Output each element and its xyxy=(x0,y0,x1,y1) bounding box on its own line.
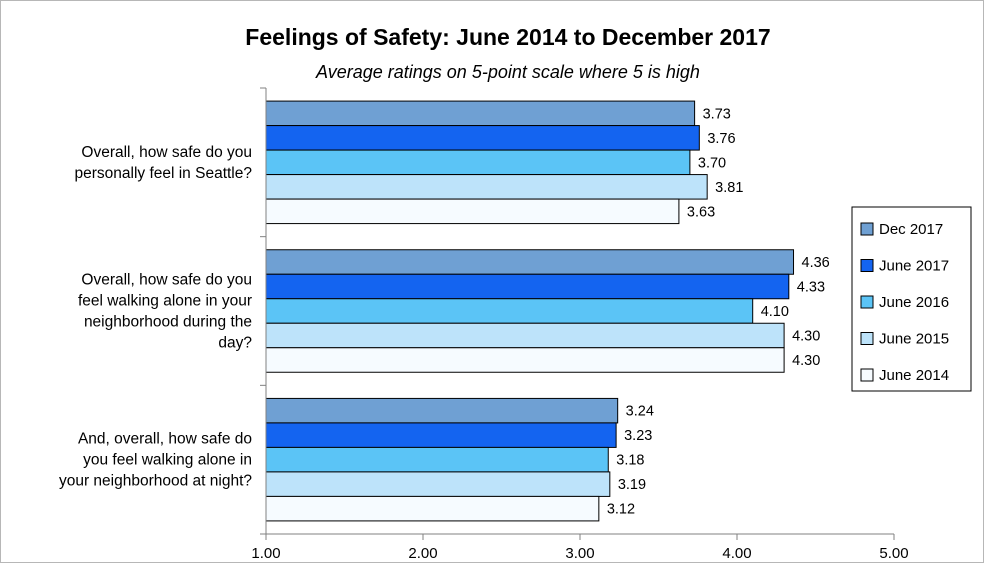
legend-label: June 2016 xyxy=(879,294,949,311)
bar xyxy=(265,174,708,200)
bar xyxy=(265,495,600,522)
data-label: 3.81 xyxy=(715,180,743,196)
x-tick-label: 4.00 xyxy=(722,545,751,562)
bar xyxy=(265,149,691,176)
legend-swatch xyxy=(860,222,874,236)
bar xyxy=(265,198,680,225)
data-label: 3.18 xyxy=(616,453,644,469)
chart-title: Feelings of Safety: June 2014 to Decembe… xyxy=(245,24,770,50)
category-label: your neighborhood at night? xyxy=(59,473,252,490)
category-label: Overall, how safe do you xyxy=(81,144,252,161)
chart-subtitle: Average ratings on 5-point scale where 5… xyxy=(315,62,700,82)
legend-label: June 2017 xyxy=(879,258,949,275)
data-label: 4.30 xyxy=(792,353,820,369)
data-label: 4.33 xyxy=(797,280,825,296)
legend-swatch xyxy=(860,332,874,345)
plot-area: 3.73 3.76 3.70 3.813.63 Overall, how safe do… xyxy=(59,87,909,562)
bar xyxy=(265,100,696,127)
x-tick-label: 2.00 xyxy=(408,545,437,562)
data-label: 4.30 xyxy=(792,329,820,345)
category-label: day? xyxy=(218,335,252,352)
bar xyxy=(265,125,700,151)
legend: Dec 2017 June 2017 June 2016 June 2015 June … xyxy=(851,206,972,392)
data-label: 3.63 xyxy=(687,204,715,220)
data-label: 4.10 xyxy=(761,304,789,320)
data-label: 3.19 xyxy=(618,477,646,493)
bar xyxy=(265,347,785,373)
bar xyxy=(265,249,795,275)
data-label: 3.24 xyxy=(626,404,654,420)
data-label: 3.73 xyxy=(703,106,731,122)
legend-label: June 2014 xyxy=(879,367,949,384)
data-label: 4.36 xyxy=(802,255,830,271)
bar xyxy=(265,397,619,424)
legend-label: June 2015 xyxy=(879,331,949,348)
bar xyxy=(265,422,617,448)
category-label: you feel walking alone in xyxy=(83,452,252,469)
x-tick-label: 5.00 xyxy=(879,545,908,562)
x-tick-label: 3.00 xyxy=(565,545,594,562)
x-tick-label: 1.00 xyxy=(251,545,280,562)
legend-swatch xyxy=(860,295,874,309)
bar xyxy=(265,471,611,497)
legend-swatch xyxy=(860,259,874,272)
bar xyxy=(265,298,754,324)
bar xyxy=(265,273,790,300)
category-label: feel walking alone in your xyxy=(78,293,252,310)
category-label: And, overall, how safe do xyxy=(78,431,252,448)
data-label: 3.70 xyxy=(698,155,726,171)
category-label: neighborhood during the xyxy=(84,314,252,331)
data-label: 3.12 xyxy=(607,502,635,518)
category-label: personally feel in Seattle? xyxy=(74,165,252,182)
data-label: 3.23 xyxy=(624,428,652,444)
data-label: 3.76 xyxy=(707,131,735,147)
bar xyxy=(265,322,785,349)
bar xyxy=(265,446,609,473)
legend-label: Dec 2017 xyxy=(879,221,943,238)
legend-swatch xyxy=(860,368,874,382)
category-label: Overall, how safe do you xyxy=(81,272,252,289)
